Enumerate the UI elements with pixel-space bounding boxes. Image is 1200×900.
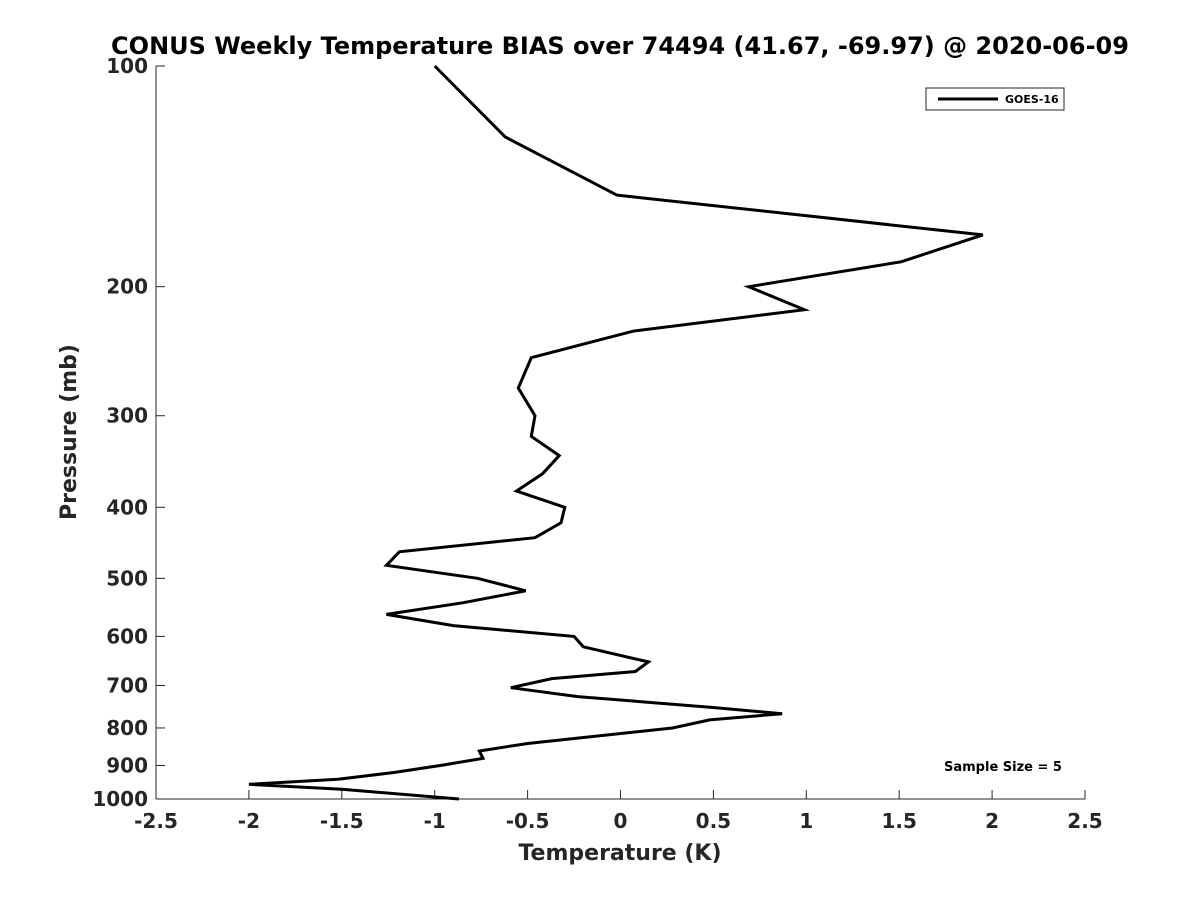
y-axis-label: Pressure (mb) [57, 344, 82, 520]
series-line-goes-16 [248, 64, 984, 801]
y-tick-label: 300 [106, 404, 148, 428]
chart-title: CONUS Weekly Temperature BIAS over 74494… [111, 32, 1129, 60]
y-tick-label: 900 [106, 753, 148, 777]
x-tick-label: -2.5 [134, 809, 178, 833]
plot-axes: -2.5 -2 -1.5 -1 -0.5 0 0.5 1 1.5 2 2.5 100 200 300 40… [92, 54, 1102, 833]
series-layer [248, 64, 984, 801]
y-tick-label: 100 [106, 54, 148, 78]
x-axis-label: Temperature (K) [518, 841, 721, 866]
x-tick-label: 0.5 [696, 809, 731, 833]
y-tick-label: 400 [106, 495, 148, 519]
x-tick-label: -2 [238, 809, 260, 833]
sample-size-annotation: Sample Size = 5 [944, 760, 1062, 775]
x-tick-label: 2.5 [1067, 809, 1102, 833]
y-axis-ticks: 100 200 300 400 500 600 700 800 900 1000 [92, 54, 165, 811]
y-tick-label: 700 [106, 673, 148, 697]
y-tick-label: 1000 [92, 787, 148, 811]
y-tick-label: 500 [106, 566, 148, 590]
x-tick-label: -1 [424, 809, 446, 833]
legend-label-goes-16: GOES-16 [1005, 93, 1059, 106]
x-tick-label: 0 [614, 809, 628, 833]
legend: GOES-16 [925, 87, 1065, 111]
y-tick-label: 200 [106, 275, 148, 299]
x-tick-label: 2 [985, 809, 999, 833]
x-tick-label: 1 [799, 809, 813, 833]
x-tick-label: -1.5 [320, 809, 364, 833]
y-tick-label: 600 [106, 624, 148, 648]
x-tick-label: 1.5 [881, 809, 916, 833]
x-axis-ticks: -2.5 -2 -1.5 -1 -0.5 0 0.5 1 1.5 2 2.5 [134, 790, 1103, 833]
y-tick-label: 800 [106, 716, 148, 740]
x-tick-label: -0.5 [506, 809, 550, 833]
